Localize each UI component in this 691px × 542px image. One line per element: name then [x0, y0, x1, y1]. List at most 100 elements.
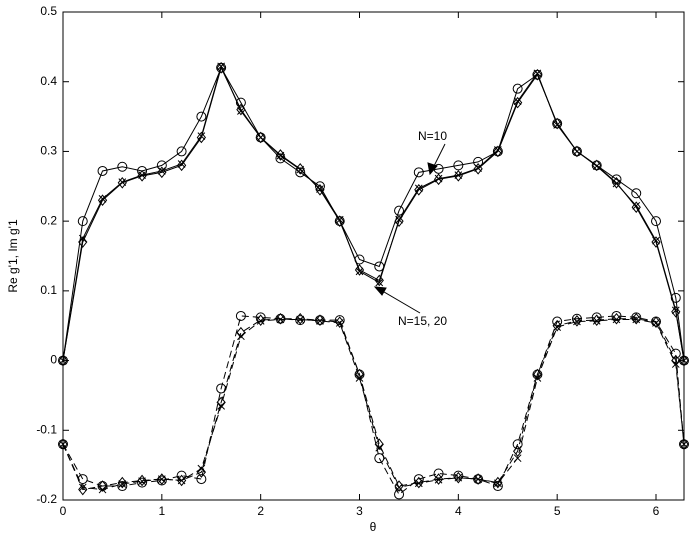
marker	[196, 131, 207, 144]
marker	[98, 485, 107, 494]
marker	[196, 466, 207, 478]
marker	[453, 471, 463, 484]
marker	[335, 316, 345, 329]
marker	[216, 61, 226, 74]
marker	[196, 111, 207, 122]
y-tick-label: 0.2	[40, 213, 57, 227]
x-tick-label: 6	[653, 504, 660, 518]
marker	[217, 62, 225, 71]
marker	[651, 316, 661, 329]
marker	[532, 368, 543, 381]
marker	[235, 310, 246, 321]
plot-frame	[62, 11, 685, 501]
marker	[651, 216, 662, 227]
marker	[631, 201, 641, 214]
marker	[670, 292, 681, 303]
marker	[571, 313, 582, 324]
marker	[533, 374, 542, 382]
marker	[552, 319, 562, 332]
marker	[513, 445, 523, 458]
marker	[374, 274, 384, 287]
marker	[236, 326, 246, 339]
marker	[197, 464, 206, 473]
marker	[631, 312, 642, 323]
marker	[592, 314, 602, 326]
marker	[97, 165, 108, 176]
marker	[513, 454, 522, 463]
marker	[157, 167, 166, 175]
marker	[355, 374, 364, 382]
marker	[176, 474, 187, 487]
y-tick-label: -0.2	[36, 492, 57, 506]
marker	[58, 438, 68, 451]
marker	[671, 305, 681, 318]
marker	[671, 354, 681, 367]
marker	[414, 476, 424, 489]
marker	[375, 278, 384, 287]
marker	[78, 236, 88, 248]
marker	[493, 476, 503, 489]
marker	[572, 315, 582, 327]
marker	[394, 480, 404, 492]
marker	[275, 149, 286, 161]
marker	[157, 166, 167, 179]
marker	[374, 438, 384, 451]
y-tick-label: 0.1	[40, 283, 57, 297]
marker	[314, 181, 325, 192]
marker	[256, 131, 266, 144]
marker	[433, 163, 444, 174]
y-tick-label: 0	[50, 353, 57, 367]
marker	[235, 97, 246, 108]
marker	[552, 117, 562, 130]
marker	[77, 216, 88, 227]
series-line	[62, 318, 685, 491]
marker	[592, 159, 602, 172]
marker	[611, 312, 622, 325]
marker	[58, 354, 68, 367]
marker	[533, 69, 542, 78]
marker	[97, 480, 108, 492]
marker	[512, 439, 523, 450]
marker	[414, 184, 423, 193]
marker	[494, 146, 502, 154]
marker	[631, 188, 642, 199]
marker	[295, 163, 305, 175]
marker	[137, 477, 148, 488]
marker	[394, 205, 405, 216]
marker	[473, 156, 484, 167]
y-tick-label: -0.1	[36, 422, 57, 436]
marker	[611, 310, 622, 321]
marker	[433, 468, 444, 479]
marker	[513, 96, 523, 109]
marker	[156, 160, 167, 171]
x-tick-label: 0	[60, 504, 67, 518]
marker	[217, 402, 225, 410]
marker	[315, 314, 325, 326]
marker	[453, 470, 464, 481]
marker	[275, 312, 286, 325]
marker	[413, 167, 424, 178]
y-tick-label: 0.3	[40, 144, 57, 158]
marker	[255, 312, 266, 323]
marker	[492, 481, 503, 492]
marker	[453, 170, 463, 182]
marker	[295, 167, 306, 178]
y-axis-label: Re g'1, Im g'1	[6, 219, 20, 293]
arrow-line	[378, 288, 421, 314]
marker	[679, 438, 689, 451]
marker	[117, 161, 128, 172]
marker	[679, 354, 689, 367]
marker	[236, 103, 246, 116]
x-axis-label: θ	[370, 520, 377, 534]
marker	[118, 480, 127, 488]
marker	[453, 160, 464, 171]
marker	[354, 368, 365, 381]
marker	[591, 312, 602, 323]
marker	[334, 315, 345, 326]
marker	[572, 145, 582, 158]
y-tick-label: 0.5	[40, 4, 57, 18]
marker	[473, 163, 483, 175]
marker	[632, 201, 641, 210]
marker	[473, 473, 483, 485]
